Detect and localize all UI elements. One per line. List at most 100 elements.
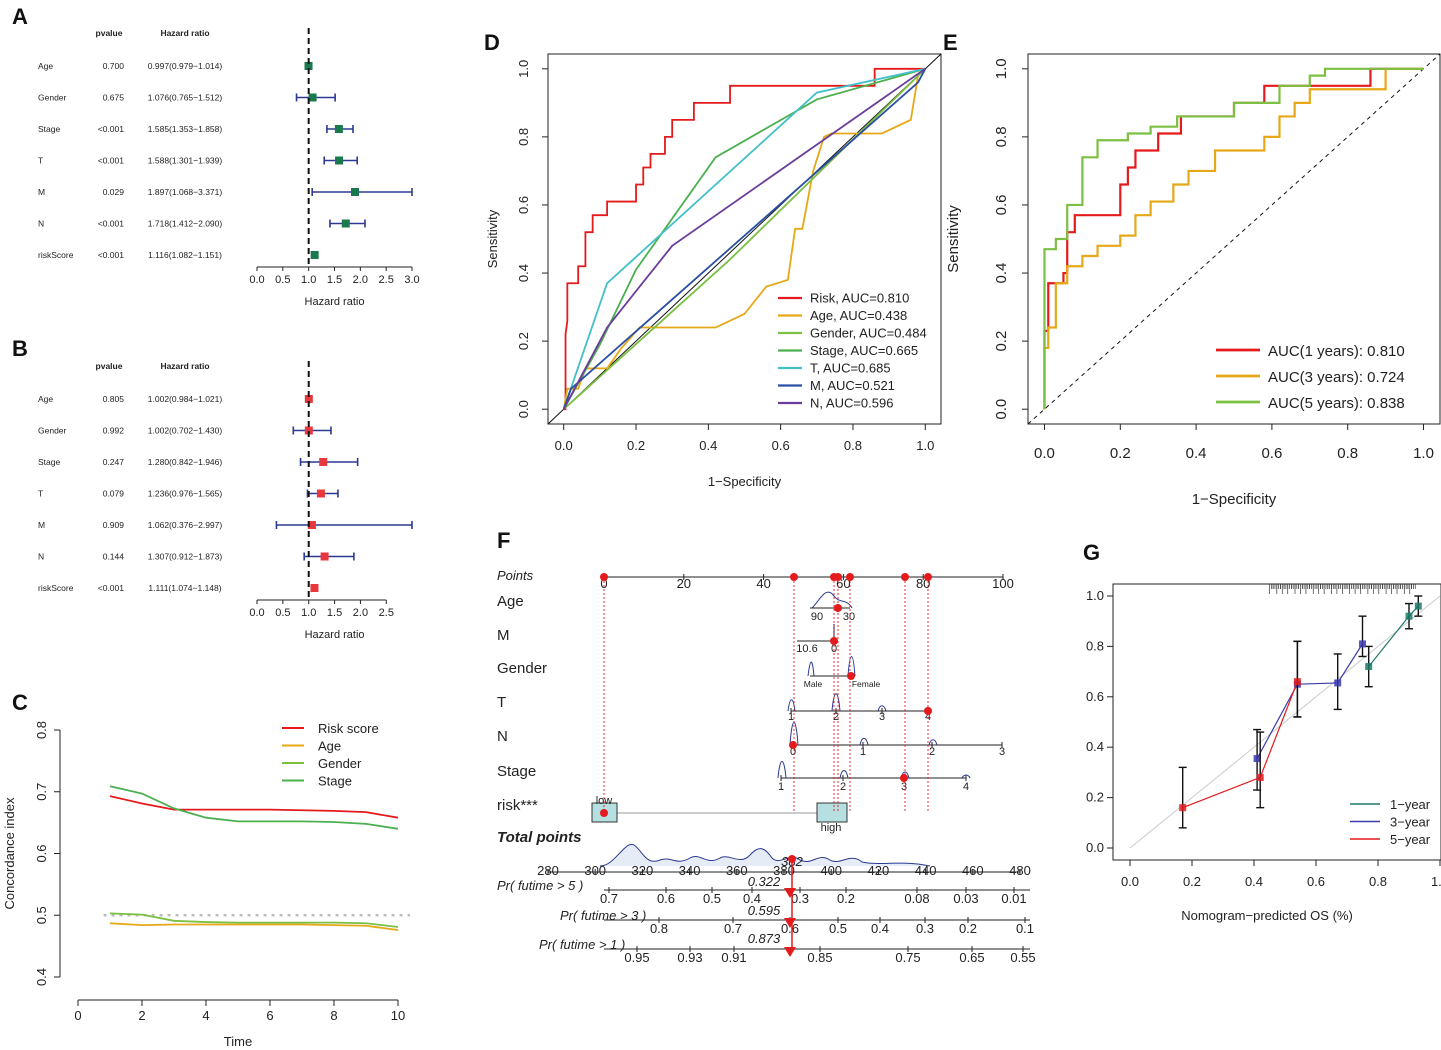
series-line [109, 785, 399, 830]
risk-box-high [816, 802, 848, 823]
forest-row-pvalue: 0.675 [103, 93, 125, 103]
x-tick-label: 10 [391, 1008, 405, 1023]
legend-label: Gender, AUC=0.484 [810, 326, 927, 341]
y-tick-label: 0.2 [1086, 790, 1104, 805]
x-tick-label: 0.5 [275, 607, 290, 619]
selected-point [901, 573, 909, 581]
x-tick-label: 1.0 [1413, 445, 1434, 462]
forest-row-pvalue: 0.992 [103, 426, 125, 436]
x-tick-label: 1.0 [916, 438, 934, 453]
calibration-point [1179, 804, 1187, 812]
scale-tick-label: 0.3 [791, 891, 809, 906]
x-tick-label: 8 [330, 1008, 337, 1023]
scale-tick-label: 2 [840, 781, 846, 793]
forest-row-hr-text: 1.897(1.068−3.371) [148, 187, 223, 197]
legend-label: Age, AUC=0.438 [810, 308, 907, 323]
x-axis-title: Hazard ratio [305, 296, 365, 308]
scale-tick-label: 0.2 [959, 921, 977, 936]
scale-tick-label: 0.6 [781, 921, 799, 936]
x-tick-label: 0.5 [275, 274, 290, 286]
y-tick-label: 0.6 [1086, 689, 1104, 704]
row-label-m: M [497, 627, 510, 644]
forest-plot-multivariate: pvalue Hazard ratio Age 0.805 1.002(0.984−1.… [38, 361, 413, 641]
calibration-line [1256, 643, 1364, 759]
scale-tick-label: 480 [1009, 863, 1031, 878]
y-tick-label: 0.8 [34, 721, 49, 739]
forest-row-name: Gender [38, 93, 67, 103]
legend-label: T, AUC=0.685 [810, 361, 891, 376]
roc-curve [562, 68, 926, 410]
legend-label: M, AUC=0.521 [810, 378, 895, 393]
cindex-line-chart: 0.4 0.5 0.6 0.7 0.8 0 2 4 6 8 10 Time Concordance in… [2, 721, 410, 1049]
forest-row-hr-text: 1.116(1.082−1.151) [148, 250, 222, 260]
legend-label: Gender [318, 756, 362, 771]
m-tick-label: 10.6 [796, 643, 817, 655]
forest-row-name: Age [38, 61, 53, 71]
pvalue-header: pvalue [96, 28, 123, 38]
forest-row-name: M [38, 520, 45, 530]
forest-row-hr-text: 1.585(1.353−1.858) [148, 124, 223, 134]
plot-frame [1027, 53, 1441, 425]
forest-hr-marker [307, 521, 316, 529]
scale-tick-label: 280 [537, 863, 559, 878]
prob-value-label: 0.595 [748, 903, 781, 918]
calibration-point [1256, 773, 1264, 781]
scale-tick-label: 0.55 [1010, 950, 1035, 965]
selected-point [789, 741, 797, 749]
selected-point [847, 672, 855, 680]
prob-value-label: 0.873 [748, 931, 781, 946]
panel-label-d: D [484, 30, 500, 55]
forest-row-pvalue: <0.001 [98, 124, 125, 134]
x-tick-label: 0.2 [627, 438, 645, 453]
scale-tick-label: 0.65 [959, 950, 984, 965]
scale-tick-label: 320 [632, 863, 654, 878]
scale-tick-label: 3 [999, 746, 1005, 758]
scale-tick-label: 0.8 [650, 921, 668, 936]
forest-row-hr-text: 1.280(0.842−1.946) [148, 457, 223, 467]
n-density [789, 722, 938, 746]
x-axis-title: 1−Specificity [1192, 491, 1277, 508]
selected-point [830, 637, 838, 645]
x-tick-label: 2.5 [379, 607, 394, 619]
forest-row-name: M [38, 187, 45, 197]
forest-row-name: T [38, 156, 43, 166]
x-tick-label: 0.2 [1110, 445, 1131, 462]
x-tick-label: 3.0 [404, 274, 419, 286]
legend-label: Stage [318, 774, 352, 789]
scale-tick-label: 0.5 [829, 921, 847, 936]
roc-time-chart: 0.0 0.2 0.4 0.6 0.8 1.0 0.0 0.2 0.4 0.6 0.8 1.0 1−Sp… [945, 53, 1441, 508]
forest-row-name: N [38, 552, 44, 562]
scale-tick-label: 340 [679, 863, 701, 878]
roc-curve [562, 68, 927, 410]
x-tick-label: 0.4 [699, 438, 717, 453]
y-tick-label: 0.6 [516, 196, 531, 214]
x-tick-label: 0.4 [1186, 445, 1207, 462]
scale-tick-label: 0.3 [916, 921, 934, 936]
t-density [787, 693, 887, 712]
roc-curve [562, 68, 926, 410]
series-line [109, 922, 399, 931]
x-axis-title: Hazard ratio [305, 629, 365, 641]
y-tick-label: 0.0 [516, 400, 531, 418]
x-tick-label: 0.0 [249, 607, 264, 619]
scale-tick-label: 40 [756, 576, 770, 591]
age-tick-label: 30 [843, 611, 855, 623]
scale-tick-label: 400 [820, 863, 842, 878]
x-tick-label: 4 [202, 1008, 209, 1023]
calibration-point [1405, 612, 1413, 620]
scale-tick-label: 20 [677, 576, 691, 591]
x-tick-label: 0.8 [1337, 445, 1358, 462]
row-label-t: T [497, 694, 506, 711]
x-tick-label: 1.0 [1431, 874, 1441, 889]
row-label-age: Age [497, 593, 524, 610]
forest-row-pvalue: 0.079 [103, 489, 125, 499]
legend-label: AUC(1 years): 0.810 [1268, 343, 1405, 360]
legend-label: N, AUC=0.596 [810, 396, 893, 411]
panel-label-b: B [12, 336, 28, 361]
scale-tick-label: 0.7 [724, 921, 742, 936]
forest-row-hr-text: 0.997(0.979−1.014) [148, 61, 223, 71]
prob-marker [784, 918, 796, 928]
forest-row-name: riskScore [38, 583, 74, 593]
x-tick-label: 0 [74, 1008, 81, 1023]
forest-hr-marker [334, 125, 343, 133]
